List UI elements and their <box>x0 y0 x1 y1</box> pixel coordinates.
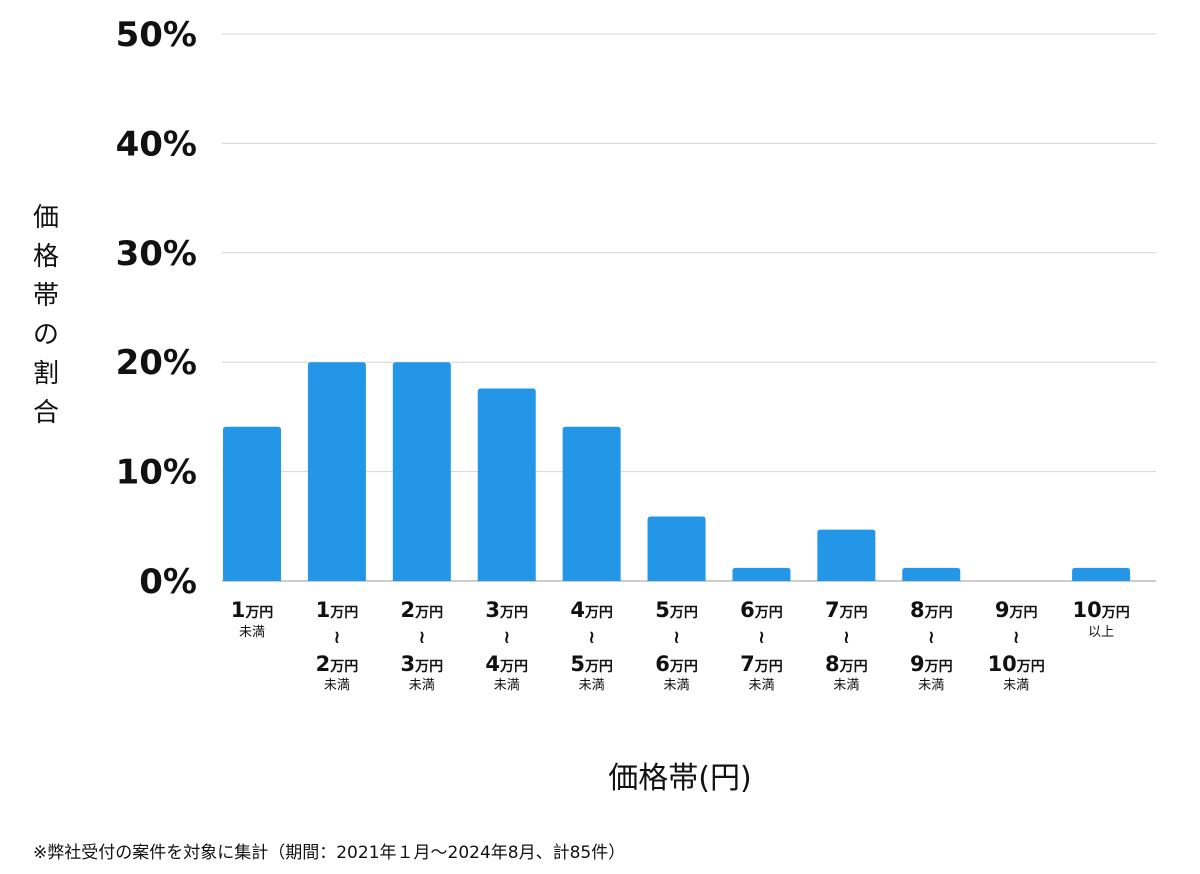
x-tick-top: 2万円 <box>401 598 444 622</box>
x-tick-tilde: ≀ <box>418 627 425 648</box>
x-tick-top: 1万円 <box>231 598 274 622</box>
x-tick-suffix: 未満 <box>579 678 605 693</box>
x-tick-top: 6万円 <box>740 598 783 622</box>
bar <box>732 567 791 581</box>
x-tick-suffix: 未満 <box>833 678 859 693</box>
y-axis-label-char: 価 <box>33 203 59 233</box>
x-tick-bottom: 7万円 <box>740 652 783 676</box>
x-tick-tilde: ≀ <box>928 627 935 648</box>
x-tick-tilde: ≀ <box>758 627 765 648</box>
bar <box>647 516 706 581</box>
y-axis-label-char: の <box>33 320 59 350</box>
x-tick-bottom: 4万円 <box>485 652 528 676</box>
x-tick-tilde: ≀ <box>1013 627 1020 648</box>
x-tick-suffix: 未満 <box>409 678 435 693</box>
footnote: ※弊社受付の案件を対象に集計（期間：2021年１月～2024年8月、計85件） <box>33 843 626 863</box>
bar <box>307 362 366 581</box>
y-axis-ticks: 0% 10% 20% 30% 40% 50% <box>116 15 197 602</box>
x-tick-top: 5万円 <box>655 598 698 622</box>
x-axis-ticks: 1万円未満1万円≀2万円未満2万円≀3万円未満3万円≀4万円未満4万円≀5万円未… <box>231 598 1130 693</box>
y-axis-label-char: 帯 <box>33 281 59 311</box>
x-tick-suffix: 未満 <box>1003 678 1029 693</box>
x-tick-top: 4万円 <box>570 598 613 622</box>
y-tick-label: 30% <box>116 234 197 274</box>
x-tick-suffix: 未満 <box>748 678 774 693</box>
bar <box>817 529 876 581</box>
x-tick-suffix: 未満 <box>664 678 690 693</box>
x-tick-top: 3万円 <box>485 598 528 622</box>
x-tick-bottom: 8万円 <box>825 652 868 676</box>
y-tick-label: 50% <box>116 15 197 55</box>
y-axis-label-char: 割 <box>33 359 59 389</box>
x-tick-bottom: 10万円 <box>988 652 1045 676</box>
bars <box>223 362 1131 581</box>
x-tick-suffix: 未満 <box>324 678 350 693</box>
x-tick-top: 9万円 <box>995 598 1038 622</box>
x-tick-top: 7万円 <box>825 598 868 622</box>
x-tick-bottom: 3万円 <box>401 652 444 676</box>
x-tick-bottom: 6万円 <box>655 652 698 676</box>
x-tick-bottom: 5万円 <box>570 652 613 676</box>
x-tick-tilde: ≀ <box>334 627 341 648</box>
bar <box>902 567 961 581</box>
y-tick-label: 10% <box>116 453 197 493</box>
x-axis-label: 価格帯(円) <box>608 761 751 796</box>
y-axis-label-char: 合 <box>33 398 59 428</box>
bar <box>1072 567 1131 581</box>
x-tick-top: 10万円 <box>1072 598 1129 622</box>
x-tick-tilde: ≀ <box>843 627 850 648</box>
x-tick-bottom: 9万円 <box>910 652 953 676</box>
gridlines <box>222 33 1156 582</box>
x-tick-tilde: ≀ <box>673 627 680 648</box>
x-tick-tilde: ≀ <box>503 627 510 648</box>
y-tick-label: 40% <box>116 124 197 164</box>
bar <box>477 388 536 581</box>
bar-chart: 0%10%20%30%40%50% 1万円未満1万円≀2万円未満2万円≀3万円未… <box>33 15 1156 796</box>
x-tick-suffix: 未満 <box>918 678 944 693</box>
bar <box>392 362 451 581</box>
x-tick-top: 8万円 <box>910 598 953 622</box>
y-axis-label-char: 格 <box>33 242 59 272</box>
x-tick-suffix: 未満 <box>494 678 520 693</box>
bar <box>223 426 281 581</box>
y-tick-label: 0% <box>139 562 197 602</box>
x-tick-suffix: 以上 <box>1088 625 1114 640</box>
y-tick-label: 20% <box>116 343 197 383</box>
x-tick-bottom: 2万円 <box>316 652 359 676</box>
bar <box>562 426 621 581</box>
x-tick-suffix: 未満 <box>239 625 265 640</box>
x-tick-top: 1万円 <box>316 598 359 622</box>
x-tick-tilde: ≀ <box>588 627 595 648</box>
